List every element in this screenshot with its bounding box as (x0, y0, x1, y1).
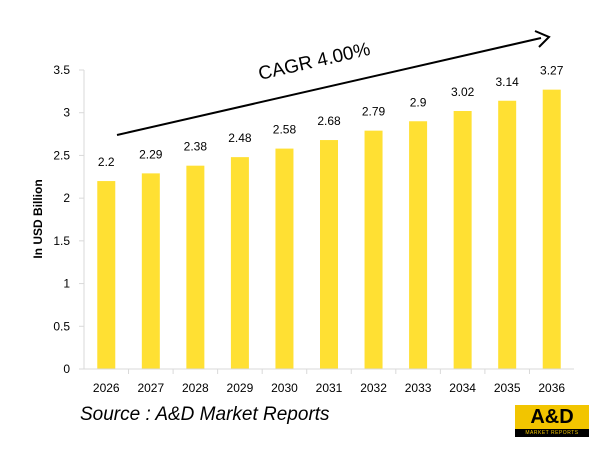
data-label-2027: 2.29 (139, 147, 163, 161)
bar-2029 (230, 157, 249, 369)
x-tick-label-2032: 2032 (360, 381, 387, 395)
y-tick-label-1: 1 (63, 277, 70, 291)
x-tick-label-2030: 2030 (271, 381, 298, 395)
x-tick-label-2028: 2028 (182, 381, 209, 395)
y-axis-ticks: 0 0.5 1 1.5 2 2.5 3 3.5 (53, 63, 84, 376)
y-tick-label-0: 0 (63, 362, 70, 376)
data-label-2032: 2.79 (362, 105, 386, 119)
data-labels-group: 2.2 2.29 2.38 2.48 2.58 2.68 2.79 2.9 3.02 3.14 3.… (98, 64, 564, 169)
y-axis-label: In USD Billion (31, 179, 45, 258)
bars-group (97, 89, 561, 370)
bar-2027 (141, 173, 160, 369)
bar-2032 (364, 130, 383, 369)
data-label-2036: 3.27 (540, 64, 564, 78)
logo-subtext: MARKET REPORTS (515, 429, 589, 437)
bar-2035 (498, 100, 517, 370)
data-label-2034: 3.02 (451, 85, 475, 99)
cagr-arrow (116, 37, 542, 136)
cagr-arrow-head (534, 30, 551, 48)
logo-text: A&D (530, 406, 574, 428)
bar-2034 (453, 111, 472, 370)
x-axis-ticks: 2026 2027 2028 2029 2030 2031 2032 2033 2034 2035… (93, 369, 565, 395)
data-label-2031: 2.68 (317, 114, 341, 128)
bar-2033 (409, 121, 428, 369)
x-tick-label-2034: 2034 (449, 381, 476, 395)
source-text: Source : A&D Market Reports (80, 404, 330, 425)
x-tick-label-2036: 2036 (538, 381, 565, 395)
y-tick-label-3: 3 (63, 106, 70, 120)
data-label-2029: 2.48 (228, 131, 252, 145)
y-tick-label-1.5: 1.5 (53, 234, 70, 248)
data-label-2028: 2.38 (184, 140, 208, 154)
x-tick-label-2029: 2029 (227, 381, 254, 395)
bar-2026 (97, 181, 116, 369)
y-tick-label-2: 2 (63, 191, 70, 205)
x-tick-label-2035: 2035 (494, 381, 521, 395)
x-tick-label-2033: 2033 (405, 381, 432, 395)
data-label-2026: 2.2 (98, 155, 115, 169)
bar-2030 (275, 148, 294, 369)
bar-2036 (542, 89, 561, 370)
x-tick-label-2026: 2026 (93, 381, 120, 395)
data-label-2033: 2.9 (410, 95, 427, 109)
y-tick-label-3.5: 3.5 (53, 63, 70, 77)
data-label-2030: 2.58 (273, 123, 297, 137)
y-tick-label-0.5: 0.5 (53, 319, 70, 333)
x-tick-label-2031: 2031 (316, 381, 343, 395)
x-tick-label-2027: 2027 (137, 381, 164, 395)
data-label-2035: 3.14 (496, 75, 520, 89)
ad-logo: A&D MARKET REPORTS (515, 405, 589, 437)
y-tick-label-2.5: 2.5 (53, 148, 70, 162)
cagr-annotation: CAGR 4.00% (256, 39, 372, 85)
bar-2028 (186, 165, 205, 369)
bar-2031 (320, 140, 338, 369)
